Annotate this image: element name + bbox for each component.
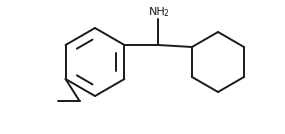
Text: 2: 2 — [163, 10, 168, 18]
Text: NH: NH — [149, 7, 166, 17]
